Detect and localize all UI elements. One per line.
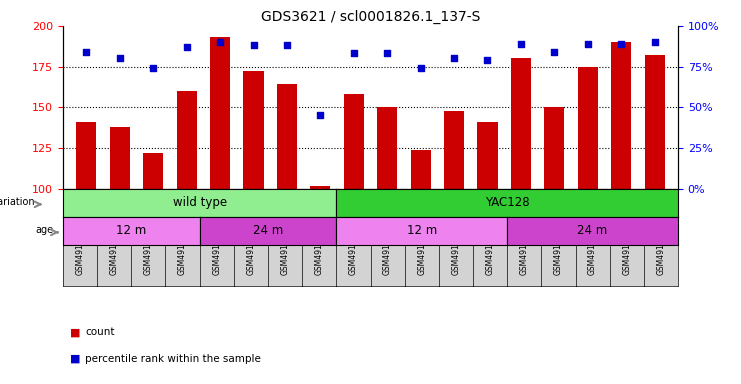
Bar (143, 153, 163, 189)
Point (582, 41, 594, 47)
Text: percentile rank within the sample: percentile rank within the sample (85, 354, 261, 364)
Text: GSM491344: GSM491344 (657, 229, 665, 275)
Text: GSM491343: GSM491343 (622, 229, 631, 275)
Text: GSM491342: GSM491342 (588, 229, 597, 275)
Point (214, 39, 226, 45)
Text: GSM491333: GSM491333 (417, 229, 426, 275)
Text: YAC128: YAC128 (485, 197, 530, 209)
Text: GSM491331: GSM491331 (349, 229, 358, 275)
Point (415, 65, 427, 71)
Text: GSM491328: GSM491328 (110, 229, 119, 275)
Text: GSM491334: GSM491334 (451, 229, 460, 275)
Bar (377, 107, 397, 189)
Text: GSM491338: GSM491338 (281, 229, 290, 275)
Text: GSM491337: GSM491337 (247, 229, 256, 275)
Point (247, 42, 259, 48)
Bar (611, 42, 631, 189)
Text: GSM491330: GSM491330 (178, 229, 187, 275)
Text: count: count (85, 327, 115, 337)
Bar (277, 84, 297, 189)
Point (382, 50, 393, 56)
Bar (545, 107, 565, 189)
Bar (110, 127, 130, 189)
Point (348, 50, 359, 56)
Text: wild type: wild type (173, 197, 227, 209)
Bar (176, 91, 196, 189)
Point (314, 113, 326, 119)
Bar (444, 111, 464, 189)
Bar (511, 58, 531, 189)
Point (448, 55, 460, 61)
Bar (310, 186, 330, 189)
Point (114, 55, 126, 61)
Bar (210, 37, 230, 189)
Text: ■: ■ (70, 327, 81, 337)
Text: GSM491339: GSM491339 (315, 229, 324, 275)
Point (515, 41, 527, 47)
Text: 24 m: 24 m (253, 225, 283, 237)
Text: GSM491332: GSM491332 (383, 229, 392, 275)
Point (147, 65, 159, 71)
Text: GSM491329: GSM491329 (144, 229, 153, 275)
Point (615, 41, 627, 47)
Text: GSM491341: GSM491341 (554, 229, 563, 275)
Text: GSM491340: GSM491340 (519, 229, 529, 275)
Bar (76, 122, 96, 189)
Point (548, 49, 560, 55)
Text: GSM491336: GSM491336 (212, 229, 222, 275)
Point (482, 57, 494, 63)
Bar (344, 94, 364, 189)
Point (281, 42, 293, 48)
Text: ■: ■ (70, 354, 81, 364)
Bar (411, 150, 431, 189)
Text: age: age (36, 225, 53, 235)
Text: GSM491335: GSM491335 (485, 229, 494, 275)
Point (181, 44, 193, 50)
Text: 12 m: 12 m (116, 225, 147, 237)
Bar (244, 71, 264, 189)
Text: 12 m: 12 m (407, 225, 437, 237)
Point (648, 39, 660, 45)
Text: 24 m: 24 m (577, 225, 608, 237)
Text: GSM491327: GSM491327 (76, 229, 84, 275)
Bar (645, 55, 665, 189)
Text: genotype/variation: genotype/variation (0, 197, 35, 207)
Bar (477, 122, 497, 189)
Bar (578, 66, 598, 189)
Point (81, 49, 93, 55)
Text: GDS3621 / scl0001826.1_137-S: GDS3621 / scl0001826.1_137-S (261, 10, 480, 24)
